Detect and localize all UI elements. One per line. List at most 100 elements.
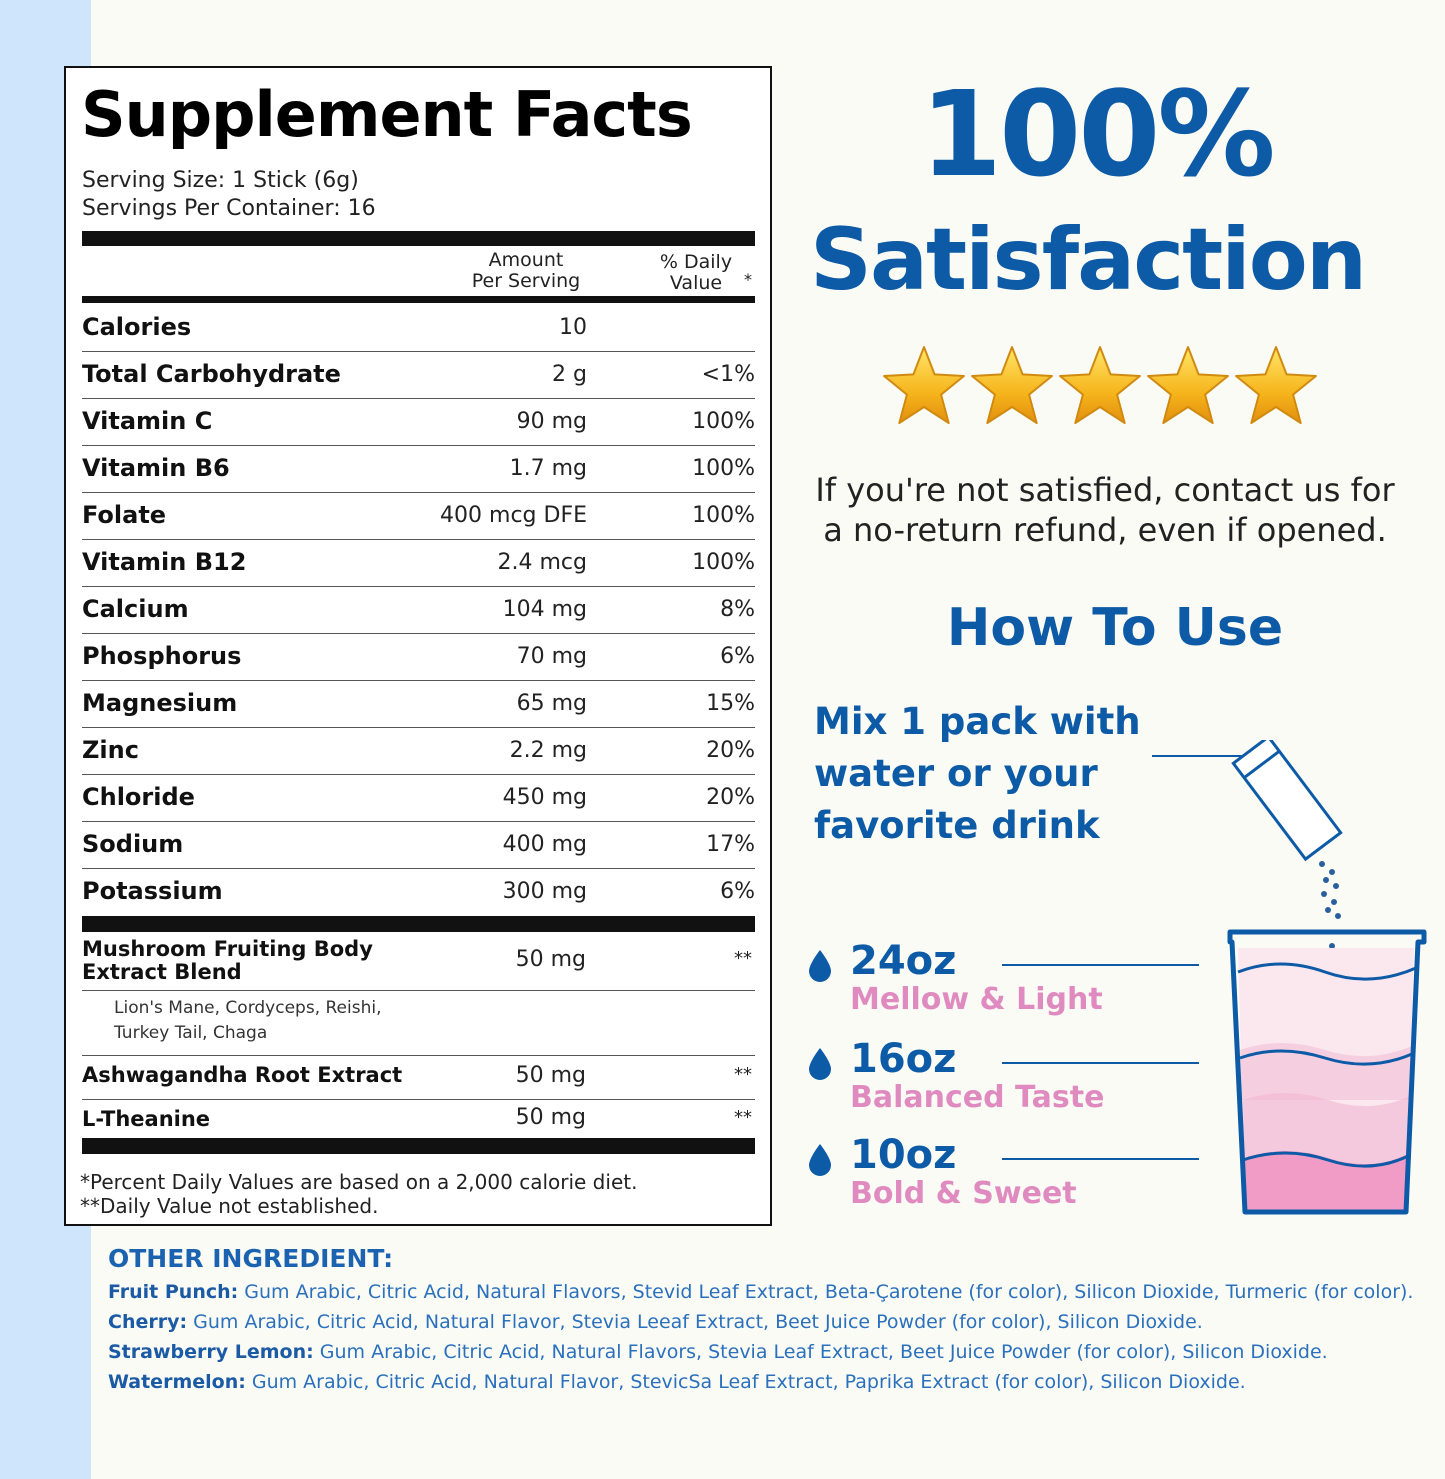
thick-divider xyxy=(82,231,755,246)
star-icon xyxy=(1235,346,1317,424)
nutrient-name: Magnesium xyxy=(82,689,238,717)
nutrient-dv: 100% xyxy=(692,456,755,481)
nutrient-name: Sodium xyxy=(82,830,184,858)
medium-divider xyxy=(82,296,755,303)
mix-instructions: Mix 1 pack with water or your favorite d… xyxy=(814,696,1154,852)
star-icon xyxy=(1059,346,1141,424)
flavor-name: Strawberry Lemon: xyxy=(108,1341,314,1363)
ingredient-line: Watermelon: Gum Arabic, Citric Acid, Nat… xyxy=(108,1371,1246,1393)
mix-line2: water or your xyxy=(814,752,1098,795)
nutrient-amount: 65 mg xyxy=(516,691,587,716)
ingredient-text: Gum Arabic, Citric Acid, Natural Flavor,… xyxy=(187,1311,1203,1333)
thick-divider-3 xyxy=(82,1138,755,1154)
blend-amount: 50 mg xyxy=(515,947,586,972)
footnote-percent-dv: *Percent Daily Values are based on a 2,0… xyxy=(80,1170,638,1194)
nutrient-row: Total Carbohydrate 2 g <1% xyxy=(82,352,755,399)
nutrient-name: Total Carbohydrate xyxy=(82,360,341,388)
nutrient-amount: 400 mcg DFE xyxy=(440,503,587,528)
blend-ingredients: Lion's Mane, Cordyceps, Reishi, Turkey T… xyxy=(114,996,382,1046)
theanine-dv: ** xyxy=(734,1107,752,1128)
nutrient-dv: 20% xyxy=(706,738,755,763)
col-amount-line1: Amount xyxy=(488,249,564,271)
serving-size: Serving Size: 1 Stick (6g) xyxy=(82,168,359,193)
nutrient-row: Magnesium 65 mg 15% xyxy=(82,681,755,728)
satisfaction-percent: 100% xyxy=(920,65,1276,203)
drink-illustration xyxy=(1227,740,1427,1215)
nutrient-name: Folate xyxy=(82,501,167,529)
ingredient-text: Gum Arabic, Citric Acid, Natural Flavors… xyxy=(238,1281,1414,1303)
nutrient-dv: 6% xyxy=(720,879,755,904)
nutrient-amount: 2.4 mcg xyxy=(497,550,587,575)
water-drop-icon xyxy=(809,950,831,982)
ingredient-line: Fruit Punch: Gum Arabic, Citric Acid, Na… xyxy=(108,1281,1413,1303)
nutrient-name: Vitamin C xyxy=(82,407,213,435)
nutrient-row: Phosphorus 70 mg 6% xyxy=(82,634,755,681)
size-pointer-line xyxy=(1002,964,1199,966)
ashwagandha-name: Ashwagandha Root Extract xyxy=(82,1063,403,1087)
rating-stars xyxy=(883,346,1317,424)
nutrient-name: Chloride xyxy=(82,783,195,811)
blend-name-line1: Mushroom Fruiting Body xyxy=(82,937,373,961)
nutrient-dv: 100% xyxy=(692,550,755,575)
size-oz: 10oz xyxy=(850,1132,957,1178)
row-divider xyxy=(82,990,755,991)
row-divider xyxy=(82,1099,755,1100)
nutrient-amount: 90 mg xyxy=(516,409,587,434)
nutrient-dv: 17% xyxy=(706,832,755,857)
col-dv-line1: % Daily xyxy=(659,251,733,273)
water-drop-icon xyxy=(809,1144,831,1176)
nutrient-dv: 15% xyxy=(706,691,755,716)
flavor-name: Fruit Punch: xyxy=(108,1281,239,1303)
ingredient-text: Gum Arabic, Citric Acid, Natural Flavors… xyxy=(313,1341,1328,1363)
stick-pack-icon xyxy=(1231,740,1343,862)
star-icon xyxy=(1147,346,1229,424)
nutrient-row: Potassium 300 mg 6% xyxy=(82,869,755,916)
theanine-amount: 50 mg xyxy=(515,1105,586,1130)
nutrient-dv: 100% xyxy=(692,409,755,434)
nutrient-row: Zinc 2.2 mg 20% xyxy=(82,728,755,775)
nutrient-dv: 100% xyxy=(692,503,755,528)
nutrient-dv: 6% xyxy=(720,644,755,669)
blend-ingredients-line2: Turkey Tail, Chaga xyxy=(114,1023,268,1043)
ashwagandha-amount: 50 mg xyxy=(515,1063,586,1088)
size-pointer-line xyxy=(1002,1158,1199,1160)
satisfaction-label: Satisfaction xyxy=(810,210,1367,310)
mix-line3: favorite drink xyxy=(814,804,1100,847)
row-divider xyxy=(82,1055,755,1056)
nutrient-row: Calcium 104 mg 8% xyxy=(82,587,755,634)
how-to-use-title: How To Use xyxy=(946,598,1284,658)
col-dv-asterisk: * xyxy=(744,270,752,289)
nutrient-amount: 104 mg xyxy=(502,597,587,622)
guarantee-line1: If you're not satisfied, contact us for xyxy=(815,471,1395,509)
nutrient-amount: 1.7 mg xyxy=(509,456,587,481)
size-description: Balanced Taste xyxy=(850,1080,1105,1115)
nutrient-name: Zinc xyxy=(82,736,139,764)
nutrient-name: Potassium xyxy=(82,877,223,905)
flavor-name: Cherry: xyxy=(108,1311,188,1333)
nutrient-row: Folate 400 mcg DFE 100% xyxy=(82,493,755,540)
nutrient-amount: 2 g xyxy=(552,362,587,387)
nutrient-name: Vitamin B12 xyxy=(82,548,247,576)
refund-guarantee: If you're not satisfied, contact us for … xyxy=(790,470,1420,550)
nutrient-dv: 20% xyxy=(706,785,755,810)
size-description: Bold & Sweet xyxy=(850,1176,1077,1211)
nutrient-row: Calories 10 xyxy=(82,305,755,352)
col-amount-line2: Per Serving xyxy=(471,270,581,292)
size-pointer-line xyxy=(1002,1062,1199,1064)
guarantee-line2: a no-return refund, even if opened. xyxy=(823,511,1387,549)
nutrient-amount: 400 mg xyxy=(502,832,587,857)
mix-line1: Mix 1 pack with xyxy=(814,700,1141,743)
nutrient-amount: 70 mg xyxy=(516,644,587,669)
size-oz: 24oz xyxy=(850,938,957,984)
nutrient-row: Vitamin B6 1.7 mg 100% xyxy=(82,446,755,493)
footnote-dv-not-established: **Daily Value not established. xyxy=(80,1194,379,1218)
nutrient-amount: 10 xyxy=(559,315,587,340)
size-description: Mellow & Light xyxy=(850,982,1103,1017)
blend-ingredients-line1: Lion's Mane, Cordyceps, Reishi, xyxy=(114,998,382,1018)
size-oz: 16oz xyxy=(850,1036,957,1082)
nutrient-row: Sodium 400 mg 17% xyxy=(82,822,755,869)
nutrient-row: Vitamin B12 2.4 mcg 100% xyxy=(82,540,755,587)
blend-dv: ** xyxy=(734,948,752,969)
nutrient-amount: 2.2 mg xyxy=(509,738,587,763)
nutrient-row: Chloride 450 mg 20% xyxy=(82,775,755,822)
